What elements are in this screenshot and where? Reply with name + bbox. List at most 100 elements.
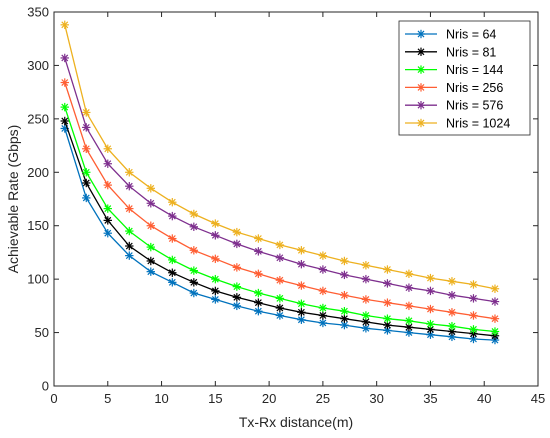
series-2: [60, 116, 500, 340]
x-tick-label: 35: [423, 391, 437, 406]
data-point: [447, 308, 457, 317]
data-point: [254, 269, 263, 278]
data-point: [189, 209, 199, 219]
data-point: [82, 144, 91, 153]
data-point: [426, 319, 435, 329]
data-point: [254, 234, 263, 243]
data-point: [254, 247, 263, 256]
data-point: [211, 286, 220, 296]
data-point: [254, 288, 263, 298]
x-tick-label: 45: [531, 391, 545, 406]
x-tick-label: 0: [50, 391, 57, 406]
series-4: [60, 78, 500, 323]
data-point: [103, 216, 112, 225]
data-point: [361, 311, 371, 320]
data-point: [168, 211, 177, 221]
data-point: [383, 279, 392, 288]
data-point: [60, 102, 69, 112]
data-point: [275, 240, 285, 250]
data-point: [232, 301, 242, 311]
data-point: [383, 314, 392, 323]
y-tick-label: 300: [27, 58, 49, 73]
series-3: [60, 102, 500, 336]
data-point: [254, 307, 263, 316]
data-point: [340, 307, 349, 316]
y-tick-label: 50: [35, 325, 49, 340]
data-point: [447, 321, 457, 331]
data-point: [168, 278, 177, 287]
data-point: [297, 259, 306, 269]
data-point: [168, 234, 177, 243]
series-6: [60, 20, 500, 293]
data-point: [469, 280, 478, 289]
data-point: [447, 290, 457, 300]
data-point: [318, 251, 328, 260]
data-point: [340, 314, 349, 323]
data-point: [125, 241, 134, 251]
data-point: [361, 274, 371, 284]
data-point: [404, 323, 414, 332]
data-point: [125, 226, 134, 236]
data-point: [275, 311, 285, 320]
x-axis: 0 5 10 15 20 25 30 35 40 45: [50, 12, 545, 406]
data-point: [82, 168, 91, 177]
legend-marker: [416, 29, 426, 39]
data-point: [469, 325, 478, 334]
data-point: [426, 286, 435, 296]
data-point: [469, 334, 478, 344]
legend-item: Nris = 144: [405, 63, 503, 77]
legend-item: Nris = 576: [405, 99, 503, 113]
data-point: [318, 265, 328, 274]
y-axis-label: Achievable Rate (Gbps): [5, 125, 21, 274]
legend-item: Nris = 256: [405, 81, 503, 95]
data-point: [232, 239, 242, 249]
data-point: [146, 256, 155, 266]
data-point: [125, 251, 134, 260]
x-tick-label: 15: [208, 391, 222, 406]
data-point: [211, 274, 220, 284]
legend-marker: [416, 65, 426, 74]
x-tick-label: 10: [154, 391, 168, 406]
data-point: [60, 53, 69, 63]
data-point: [232, 227, 242, 237]
data-point: [490, 314, 500, 323]
data-point: [189, 278, 199, 287]
data-point: [469, 294, 478, 303]
data-point: [275, 276, 285, 285]
y-tick-label: 350: [27, 5, 49, 20]
x-tick-label: 25: [316, 391, 330, 406]
data-point: [490, 297, 500, 306]
data-point: [404, 269, 414, 278]
y-tick-label: 100: [27, 272, 49, 287]
data-point: [275, 294, 285, 303]
data-point: [189, 266, 199, 275]
data-point: [318, 311, 328, 320]
data-point: [189, 246, 199, 255]
y-tick-label: 150: [27, 218, 49, 233]
data-point: [211, 219, 220, 228]
legend-item: Nris = 1024: [405, 117, 510, 131]
data-point: [82, 108, 91, 117]
data-point: [340, 270, 349, 280]
legend-item: Nris = 81: [405, 45, 496, 59]
data-point: [383, 298, 392, 307]
data-point: [211, 295, 220, 304]
data-point: [426, 273, 435, 283]
data-point: [103, 159, 112, 168]
data-point: [103, 180, 112, 190]
data-point: [297, 315, 306, 324]
data-point: [383, 265, 392, 274]
data-point: [60, 20, 69, 30]
data-point: [254, 298, 263, 307]
legend-marker: [416, 83, 426, 92]
data-point: [297, 281, 306, 290]
series-layer: [60, 20, 500, 345]
data-point: [426, 304, 435, 314]
data-point: [82, 178, 91, 188]
data-point: [82, 193, 91, 203]
data-point: [211, 231, 220, 240]
x-tick-label: 5: [104, 391, 111, 406]
data-point: [60, 116, 69, 126]
data-point: [318, 286, 328, 296]
data-point: [297, 308, 306, 317]
